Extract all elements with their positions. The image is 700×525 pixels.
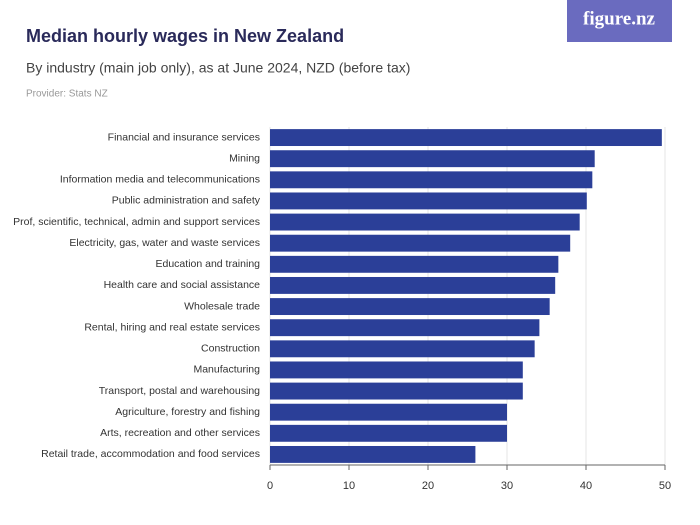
y-tick-label: Transport, postal and warehousing bbox=[99, 385, 260, 397]
logo-box bbox=[567, 0, 672, 42]
bar bbox=[270, 192, 587, 210]
x-tick-label: 0 bbox=[267, 480, 273, 492]
bar bbox=[270, 445, 476, 463]
bar bbox=[270, 171, 593, 189]
x-tick-label: 50 bbox=[659, 480, 671, 492]
chart-subtitle: By industry (main job only), as at June … bbox=[26, 60, 410, 76]
x-tick-label: 30 bbox=[501, 480, 513, 492]
x-tick-label: 20 bbox=[422, 480, 434, 492]
bar bbox=[270, 424, 507, 442]
bar bbox=[270, 319, 540, 337]
bar bbox=[270, 340, 535, 358]
logo: figure.nz bbox=[583, 8, 656, 29]
chart-title: Median hourly wages in New Zealand bbox=[26, 26, 344, 46]
y-tick-label: Mining bbox=[229, 152, 260, 164]
bar bbox=[270, 255, 559, 273]
y-tick-label: Information media and telecommunications bbox=[60, 174, 260, 186]
bar bbox=[270, 213, 580, 231]
bar bbox=[270, 129, 662, 147]
bar bbox=[270, 298, 550, 316]
source: Provider: Stats NZ bbox=[26, 89, 108, 100]
x-tick-label: 10 bbox=[343, 480, 355, 492]
y-tick-label: Construction bbox=[201, 343, 260, 355]
bar bbox=[270, 361, 523, 379]
bar bbox=[270, 382, 523, 400]
y-tick-label: Rental, hiring and real estate services bbox=[84, 321, 260, 333]
y-tick-label: Agriculture, forestry and fishing bbox=[115, 406, 260, 418]
y-tick-label: Public administration and safety bbox=[112, 195, 261, 207]
bar bbox=[270, 234, 571, 252]
y-tick-label: Education and training bbox=[156, 258, 261, 270]
bar bbox=[270, 276, 556, 294]
y-tick-label: Health care and social assistance bbox=[104, 279, 261, 291]
y-tick-label: Prof, scientific, technical, admin and s… bbox=[13, 216, 260, 228]
y-tick-label: Retail trade, accommodation and food ser… bbox=[41, 448, 260, 460]
y-tick-label: Electricity, gas, water and waste servic… bbox=[69, 237, 260, 249]
x-tick-label: 40 bbox=[580, 480, 592, 492]
bar bbox=[270, 403, 507, 421]
y-tick-label: Wholesale trade bbox=[184, 300, 260, 312]
bar bbox=[270, 150, 595, 168]
y-tick-label: Manufacturing bbox=[193, 364, 260, 376]
y-tick-label: Financial and insurance services bbox=[108, 131, 260, 143]
y-tick-label: Arts, recreation and other services bbox=[100, 427, 260, 439]
